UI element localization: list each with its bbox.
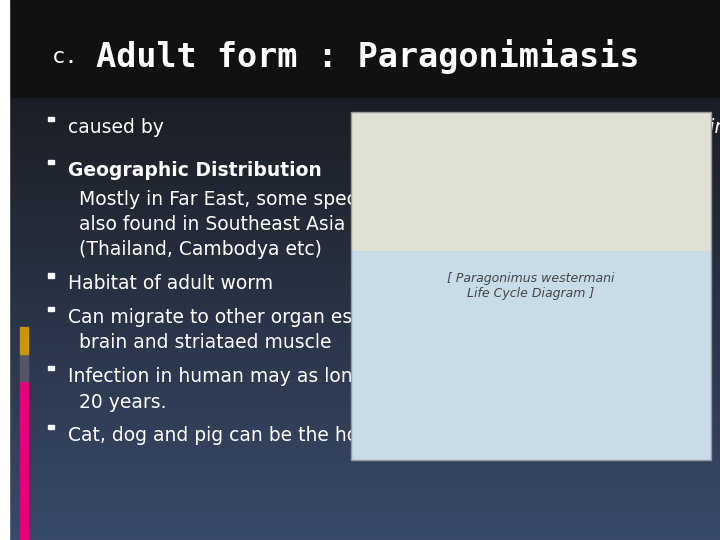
- Text: c.: c.: [52, 46, 78, 67]
- Bar: [351, 251, 711, 460]
- Bar: [48, 160, 54, 164]
- Text: (Thailand, Cambodya etc): (Thailand, Cambodya etc): [79, 240, 322, 259]
- Text: Mostly in Far East, some species: Mostly in Far East, some species: [79, 190, 384, 208]
- Text: brain and striataed muscle: brain and striataed muscle: [79, 333, 332, 352]
- Text: Habitat of adult worm: Habitat of adult worm: [68, 274, 274, 293]
- Text: Paragonimus westermani: Paragonimus westermani: [632, 118, 720, 137]
- Bar: [48, 273, 54, 278]
- Text: Can migrate to other organ esp: Can migrate to other organ esp: [68, 308, 364, 327]
- Bar: [20, 327, 28, 354]
- Bar: [0, 0, 9, 540]
- Bar: [0, 0, 720, 97]
- Bar: [48, 117, 54, 121]
- Text: Infection in human may as long as: Infection in human may as long as: [68, 367, 392, 386]
- Bar: [351, 112, 711, 460]
- Text: also found in Southeast Asia: also found in Southeast Asia: [79, 215, 346, 234]
- Bar: [351, 112, 711, 251]
- Bar: [48, 307, 54, 311]
- Bar: [48, 424, 54, 429]
- Bar: [20, 381, 28, 540]
- Text: [ Paragonimus westermani
Life Cycle Diagram ]: [ Paragonimus westermani Life Cycle Diag…: [447, 272, 614, 300]
- Bar: [48, 366, 54, 370]
- Text: caused by: caused by: [68, 118, 170, 137]
- Text: Adult form : Paragonimiasis: Adult form : Paragonimiasis: [76, 39, 639, 74]
- Text: 20 years.: 20 years.: [79, 393, 167, 411]
- Bar: [351, 112, 711, 460]
- Text: Cat, dog and pig can be the host: Cat, dog and pig can be the host: [68, 426, 376, 444]
- Bar: [20, 354, 28, 381]
- Text: Geographic Distribution: Geographic Distribution: [68, 161, 322, 180]
